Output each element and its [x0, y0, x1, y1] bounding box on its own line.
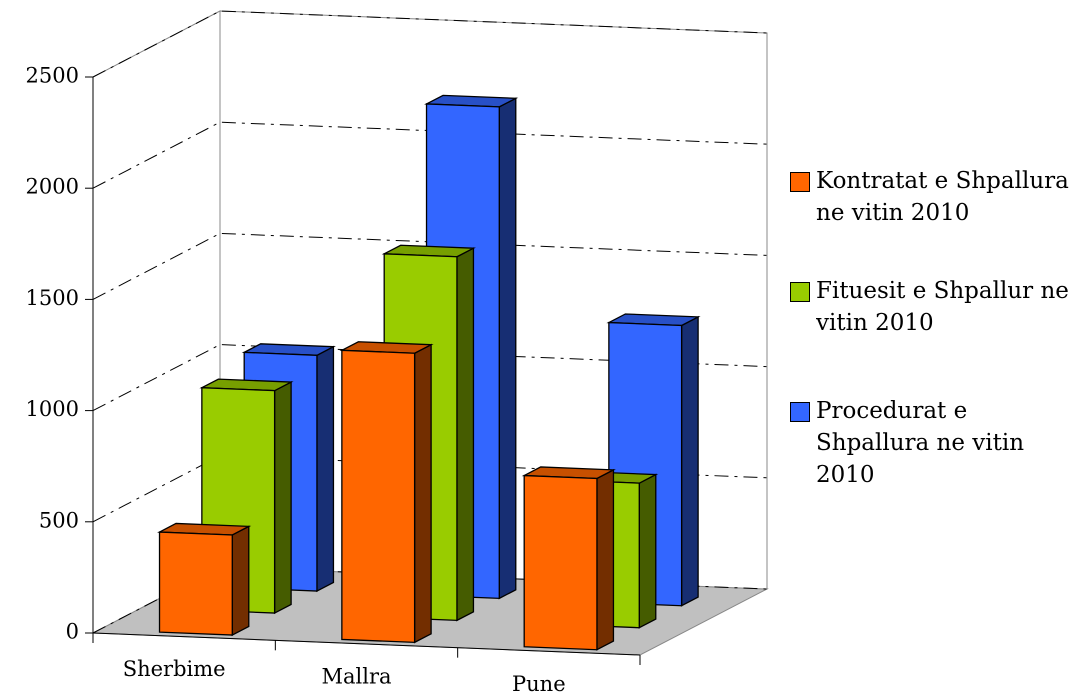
y-tick-label: 1500 [26, 286, 79, 310]
x-axis [92, 632, 641, 656]
bar [606, 313, 701, 607]
bar-front [158, 531, 233, 636]
legend-label: Procedurat e Shpallura ne vitin 2010 [816, 398, 1025, 488]
legend-label: Fituesit e Shpallur ne vitin 2010 [816, 278, 1069, 336]
y-tick-label: 1000 [26, 397, 79, 421]
legend-swatch [790, 402, 810, 422]
bar [157, 522, 252, 637]
y-tick-label: 500 [39, 508, 79, 532]
bar-side [498, 97, 517, 600]
y-tick-label: 2000 [26, 175, 79, 199]
legend-entry: Kontratat e Shpallura ne vitin 2010 [790, 165, 1080, 229]
legend-entry: Procedurat e Shpallura ne vitin 2010 [790, 395, 1080, 491]
x-tick-label: Pune [512, 672, 566, 695]
legend-entry: Fituesit e Shpallur ne vitin 2010 [790, 275, 1080, 339]
legend-swatch [790, 282, 810, 302]
bar [339, 341, 434, 644]
y-tick-label: 2500 [26, 64, 79, 88]
legend-label: Kontratat e Shpallura ne vitin 2010 [816, 168, 1069, 226]
bar-side [596, 468, 615, 651]
y-tick-label: 0 [66, 620, 79, 644]
bar-side [456, 247, 475, 622]
bar-side [231, 525, 250, 637]
legend-swatch [790, 172, 810, 192]
bar-side [638, 473, 657, 629]
bar-front [341, 349, 416, 644]
bar-front [523, 474, 598, 651]
x-tick-label: Sherbime [123, 657, 226, 681]
x-tick-label: Mallra [321, 665, 391, 689]
bar-side [413, 343, 432, 644]
bar-side [316, 345, 335, 593]
bar [521, 466, 616, 651]
bar-side [273, 380, 292, 615]
bar-side [680, 315, 699, 607]
